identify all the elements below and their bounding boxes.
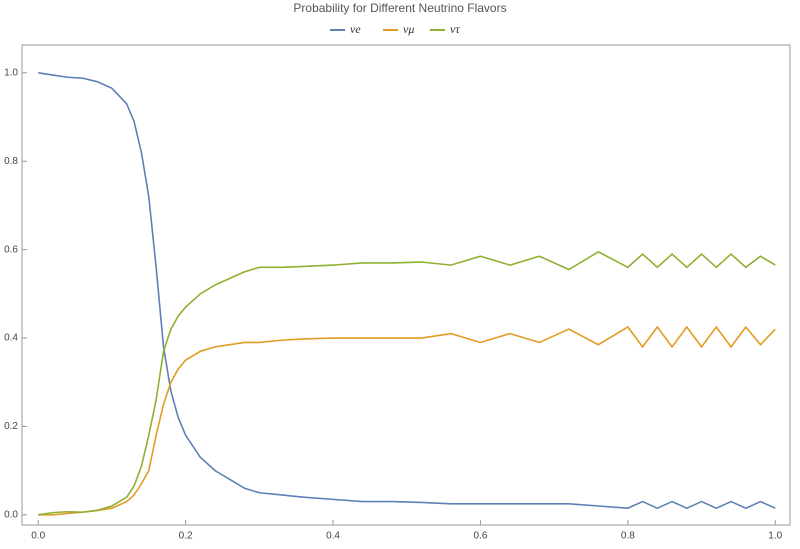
chart-title: Probability for Different Neutrino Flavo…	[293, 1, 506, 15]
x-tick-label: 0.8	[621, 531, 635, 542]
legend-label: νμ	[403, 22, 414, 36]
x-tick-label: 0.2	[179, 531, 193, 542]
series-line	[38, 72, 776, 510]
x-tick-label: 0.0	[31, 531, 45, 542]
y-tick-label: 0.6	[4, 244, 18, 255]
x-tick-label: 0.4	[326, 531, 340, 542]
y-tick-label: 0.8	[4, 156, 18, 167]
x-tick-label: 1.0	[768, 531, 782, 542]
legend-label: νe	[350, 22, 361, 36]
y-tick-label: 0.2	[4, 421, 18, 432]
y-tick-label: 1.0	[4, 67, 18, 78]
series-line	[38, 250, 776, 516]
y-tick-label: 0.0	[4, 509, 18, 520]
series-line	[38, 325, 776, 516]
plot-frame	[21, 44, 791, 526]
x-tick-label: 0.6	[473, 531, 487, 542]
y-tick-label: 0.4	[4, 333, 18, 344]
legend-label: ντ	[450, 22, 460, 36]
